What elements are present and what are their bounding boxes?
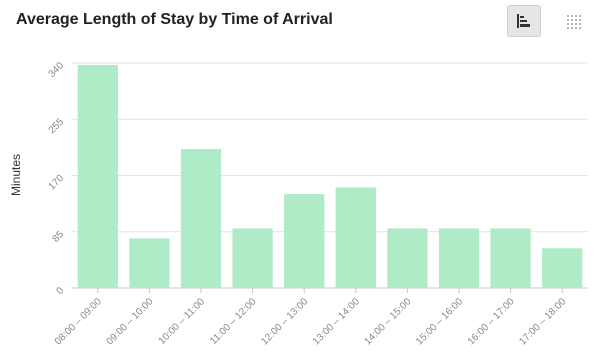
bar[interactable] [438, 228, 480, 288]
bar[interactable] [335, 187, 376, 288]
bar[interactable] [284, 194, 325, 288]
x-tick-label: 09:00 – 10:00 [104, 296, 155, 347]
y-tick-label: 340 [47, 60, 67, 80]
x-tick-label: 16:00 – 17:00 [466, 296, 517, 347]
bar[interactable] [180, 149, 222, 288]
x-tick-label: 11:00 – 12:00 [208, 296, 259, 347]
grid-dots-icon [567, 15, 581, 29]
bar[interactable] [129, 238, 170, 288]
bar[interactable] [77, 64, 118, 288]
bar[interactable] [490, 228, 531, 288]
bar-chart-icon [517, 14, 530, 28]
x-tick-label: 08:00 – 09:00 [53, 296, 104, 347]
y-axis-title: Minutes [9, 154, 23, 196]
y-tick-label: 85 [50, 229, 66, 245]
view-toggle [507, 5, 593, 37]
y-tick-label: 170 [47, 173, 67, 193]
grid-view-button[interactable] [557, 5, 591, 37]
bar[interactable] [542, 248, 583, 288]
x-tick-label: 10:00 – 11:00 [157, 296, 208, 347]
x-tick-label: 14:00 – 15:00 [362, 296, 413, 347]
bar[interactable] [387, 228, 428, 288]
x-tick-label: 13:00 – 14:00 [311, 296, 362, 347]
chart-title: Average Length of Stay by Time of Arriva… [16, 11, 333, 28]
x-tick-label: 17:00 – 18:00 [517, 296, 568, 347]
y-tick-label: 0 [54, 285, 66, 297]
bars [77, 64, 583, 288]
x-tick-label: 12:00 – 13:00 [259, 296, 310, 347]
bar-view-button[interactable] [507, 5, 541, 37]
y-tick-label: 255 [47, 116, 67, 136]
x-tick-label: 15:00 – 16:00 [414, 296, 465, 347]
bar[interactable] [232, 228, 273, 288]
